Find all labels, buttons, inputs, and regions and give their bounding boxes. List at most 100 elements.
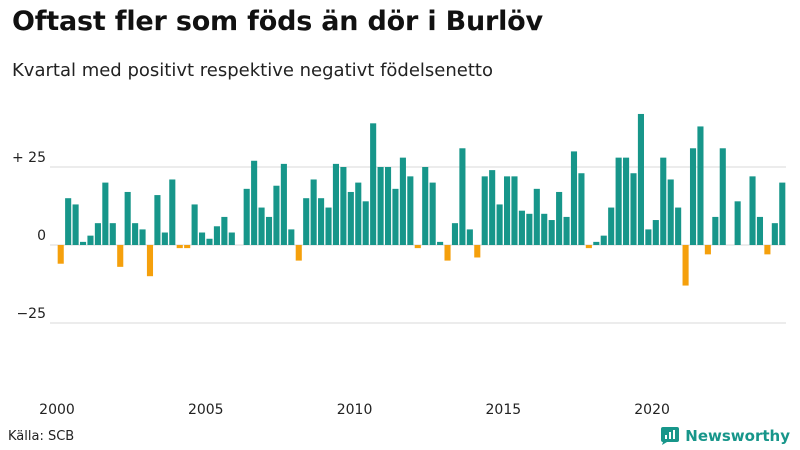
bar <box>422 167 429 245</box>
bar <box>667 179 674 245</box>
x-tick-label: 2020 <box>634 402 670 418</box>
chart-subtitle: Kvartal med positivt respektive negativt… <box>12 60 493 81</box>
bar <box>749 176 756 245</box>
bar <box>712 216 719 245</box>
bar <box>146 245 154 277</box>
brand-name: Newsworthy <box>685 427 790 445</box>
y-tick-label: −25 <box>16 306 46 322</box>
bar <box>117 245 124 267</box>
bar <box>377 167 384 245</box>
bar <box>87 235 94 245</box>
bar <box>109 223 116 245</box>
bar <box>288 229 295 245</box>
bar <box>563 216 570 245</box>
bar <box>593 241 600 245</box>
bar <box>660 157 667 245</box>
bar <box>325 207 332 245</box>
bar <box>65 198 72 245</box>
y-tick-label: + 25 <box>12 150 46 166</box>
x-tick-label: 2000 <box>39 402 75 418</box>
bar <box>79 241 87 245</box>
bar <box>399 157 406 245</box>
bar <box>578 173 585 245</box>
chart-title: Oftast fler som föds än dör i Burlöv <box>12 6 543 37</box>
bar <box>72 204 79 245</box>
bar <box>221 216 228 245</box>
bar <box>370 123 377 245</box>
bar <box>704 245 711 255</box>
bar <box>570 151 578 245</box>
bar <box>347 191 354 245</box>
bar <box>511 176 518 245</box>
newsworthy-logo-icon <box>661 427 680 445</box>
bar <box>332 163 339 245</box>
bar <box>466 229 473 245</box>
bar <box>556 191 563 245</box>
bar <box>504 176 511 245</box>
bar <box>340 167 347 245</box>
bar <box>779 182 786 245</box>
bar-layer <box>57 113 786 286</box>
bar <box>608 207 615 245</box>
bar <box>355 182 362 245</box>
bar <box>258 207 265 245</box>
bar <box>444 245 451 261</box>
bar <box>265 216 273 245</box>
bar <box>392 188 399 245</box>
bar <box>414 245 421 249</box>
bar <box>630 173 637 245</box>
bar <box>384 167 392 245</box>
bar <box>184 245 191 249</box>
bar <box>600 235 607 245</box>
bar <box>526 213 533 245</box>
bar <box>697 126 704 245</box>
y-axis: + 25 0 −25 <box>12 150 46 322</box>
bar <box>57 245 64 264</box>
bar <box>251 160 258 245</box>
bar <box>637 113 644 246</box>
bar <box>407 176 414 245</box>
bar <box>645 229 652 245</box>
bar <box>585 245 592 249</box>
bar <box>139 229 146 245</box>
x-tick-label: 2010 <box>337 402 373 418</box>
bar <box>459 148 466 245</box>
bar <box>280 163 287 245</box>
bar <box>161 232 168 245</box>
bar <box>518 210 525 245</box>
newsworthy-brand[interactable]: Newsworthy <box>660 426 790 446</box>
bar <box>652 220 659 245</box>
bar <box>437 241 444 245</box>
bar <box>548 220 555 245</box>
bar <box>213 226 220 245</box>
bar <box>303 198 310 245</box>
bar <box>154 195 161 245</box>
bar <box>719 148 726 245</box>
bar <box>481 176 488 245</box>
bar <box>228 232 235 245</box>
bar <box>541 213 548 245</box>
bar <box>533 188 540 245</box>
x-tick-label: 2005 <box>188 402 224 418</box>
bar <box>169 179 176 245</box>
bar <box>496 204 503 245</box>
source-note: Källa: SCB <box>8 429 75 444</box>
bar <box>94 223 101 245</box>
bar <box>102 182 109 245</box>
bar <box>273 185 280 245</box>
bar <box>615 157 622 245</box>
bar <box>191 204 198 245</box>
bar <box>176 245 183 249</box>
bar <box>310 179 317 245</box>
bar <box>199 232 206 245</box>
bar <box>734 201 741 245</box>
bar <box>474 245 481 258</box>
y-tick-label: 0 <box>37 228 46 244</box>
bar <box>429 182 436 245</box>
bar <box>132 223 139 245</box>
x-tick-label: 2015 <box>486 402 522 418</box>
bar <box>623 157 630 245</box>
x-axis: 2000 2005 2010 2015 2020 <box>39 402 670 418</box>
bar <box>689 148 697 245</box>
